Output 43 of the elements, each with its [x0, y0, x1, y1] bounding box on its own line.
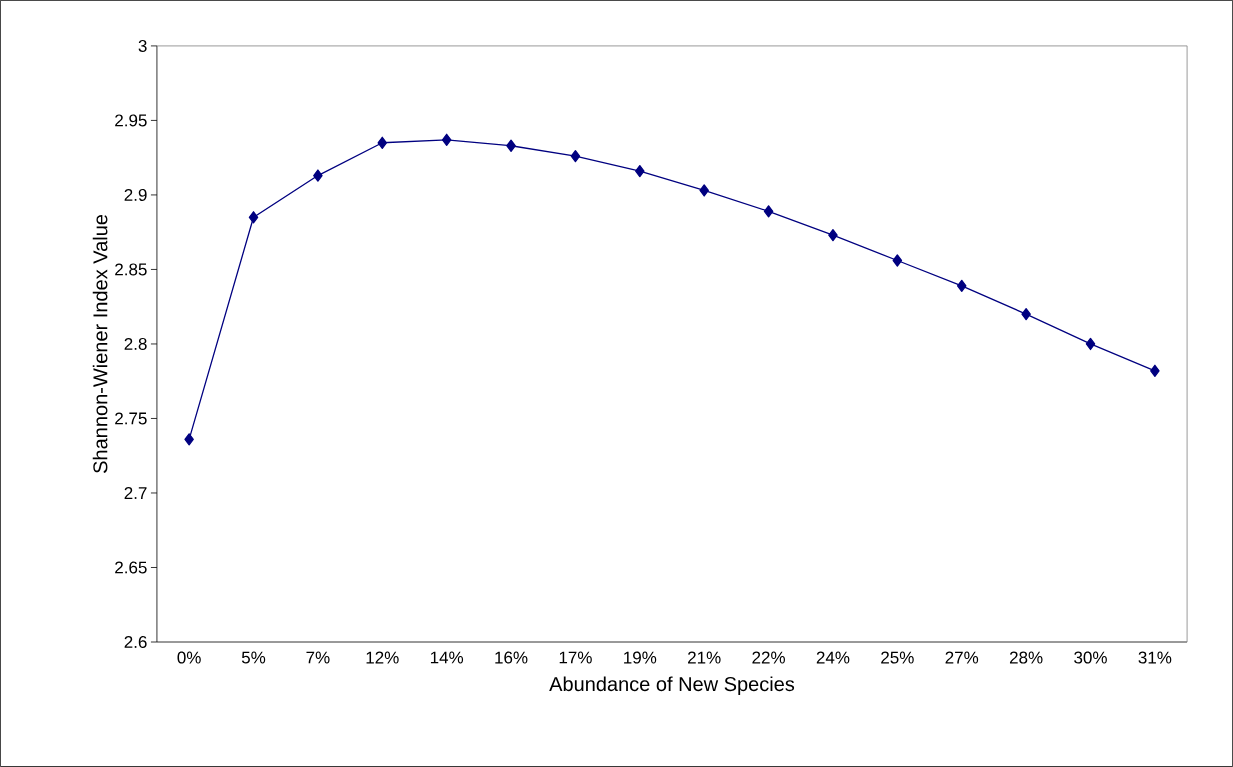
y-tick-label: 2.85 — [115, 263, 147, 276]
x-tick-label: 0% — [177, 651, 201, 664]
x-tick-label: 12% — [366, 651, 399, 664]
x-tick-label: 25% — [881, 651, 914, 664]
x-tick-label: 21% — [688, 651, 721, 664]
point — [570, 150, 581, 163]
point — [184, 433, 194, 446]
x-tick-label: 28% — [1009, 651, 1043, 664]
x-tick-label: 31% — [1138, 651, 1172, 664]
y-tick-label: 2.9 — [124, 188, 147, 201]
point — [506, 139, 516, 152]
point — [956, 279, 967, 293]
point — [828, 229, 838, 242]
point — [892, 254, 903, 267]
y-tick-label: 2.7 — [124, 487, 147, 499]
x-tick-label: 27% — [945, 651, 979, 664]
x-tick-label: 16% — [495, 651, 528, 664]
point — [441, 133, 452, 146]
x-axis-title: Abundance of New Species — [549, 676, 795, 696]
x-tick-label: 7% — [306, 651, 330, 664]
point — [1021, 308, 1031, 321]
y-tick-label: 2.65 — [115, 561, 147, 574]
y-tick-label: 2.95 — [115, 114, 147, 127]
y-tick-label: 2.8 — [124, 337, 147, 351]
point — [763, 205, 774, 218]
x-tick-label: 5% — [241, 651, 266, 664]
point — [699, 184, 709, 197]
y-tick-label: 3 — [138, 39, 147, 52]
point — [635, 164, 645, 178]
point — [248, 211, 259, 224]
x-tick-label: 22% — [752, 651, 785, 664]
y-tick-label: 2.75 — [115, 412, 147, 425]
x-tick-label: 14% — [430, 651, 464, 664]
point — [377, 136, 388, 149]
x-tick-label: 24% — [816, 651, 850, 664]
x-tick-label: 19% — [624, 651, 657, 664]
point — [313, 169, 323, 182]
point — [1085, 337, 1096, 351]
x-tick-label: 17% — [559, 651, 592, 664]
point — [1150, 364, 1160, 377]
y-axis-title: Shannon-Wiener Index Value — [92, 215, 108, 473]
y-tick-label: 2.6 — [124, 636, 147, 649]
x-tick-label: 30% — [1074, 651, 1107, 664]
